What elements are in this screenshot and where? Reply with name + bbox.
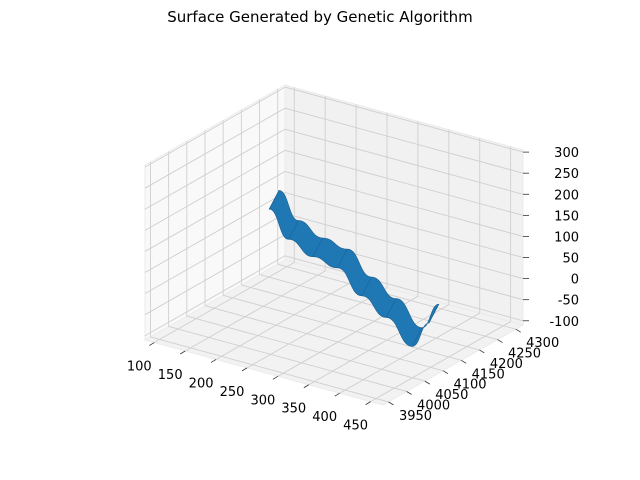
z-tick-label: 50	[562, 252, 579, 267]
x-tick-mark	[149, 342, 155, 346]
x-tick-label: 450	[343, 419, 368, 434]
y-tick-label: 4000	[417, 399, 450, 414]
surface-mesh-line	[312, 237, 324, 257]
x-tick-mark	[334, 392, 340, 397]
grid-line-z-left	[144, 171, 286, 252]
x-tick-mark	[272, 375, 279, 380]
x-tick-label: 400	[312, 410, 337, 425]
grid-line-y-floor	[168, 326, 407, 392]
z-tick-label: -100	[549, 315, 579, 330]
x-tick-label: 150	[158, 368, 183, 383]
z-tick-label: 200	[554, 188, 579, 203]
z-tick-label: -50	[558, 294, 579, 309]
surface-mesh-line	[268, 190, 280, 210]
surface-mesh-line	[337, 248, 348, 268]
grid-line-z-back	[284, 149, 524, 216]
surface-mesh-line	[385, 298, 397, 318]
grid-line-y-floor	[223, 294, 462, 361]
x-tick-mark	[210, 359, 217, 363]
z-tick-label: 250	[554, 167, 579, 182]
y-tick-mark	[515, 328, 521, 333]
grid-line-z-left	[144, 86, 286, 168]
grid-line-y-floor	[204, 305, 444, 372]
grid-line-z-back	[284, 128, 524, 195]
grid-line-y-floor	[150, 336, 389, 403]
grid-line-z-back	[284, 213, 524, 280]
x-tick-label: 200	[189, 376, 214, 391]
grid-lines	[144, 86, 524, 403]
chart-title: Surface Generated by Genetic Algorithm	[167, 8, 473, 26]
surface-band	[268, 190, 440, 347]
y-tick-label: 4150	[472, 367, 505, 382]
grid-line-z-back	[284, 86, 524, 153]
grid-line-z-back	[284, 192, 524, 258]
grid-line-z-left	[144, 255, 286, 337]
y-tick-label: 4250	[508, 347, 541, 362]
grid-line-z-left	[144, 128, 286, 210]
x-tick-label: 300	[250, 393, 275, 408]
z-tick-label: 300	[554, 146, 579, 161]
y-tick-label: 4050	[435, 388, 468, 403]
grid-line-z-left	[144, 213, 286, 295]
grid-line-z-left	[144, 107, 286, 189]
grid-line-y-floor	[277, 263, 516, 330]
y-tick-mark	[479, 349, 485, 354]
x-tick-label: 250	[220, 385, 245, 400]
y-tick-mark	[424, 380, 431, 385]
y-tick-mark	[497, 339, 503, 343]
y-tick-mark	[460, 359, 467, 364]
x-tick-mark	[241, 367, 248, 372]
grid-line-z-back	[284, 255, 524, 322]
surface-mesh-line	[412, 327, 423, 347]
grid-line-y-floor	[186, 315, 425, 382]
y-tick-mark	[406, 391, 412, 395]
x-tick-mark	[303, 384, 310, 389]
y-tick-label: 4200	[490, 357, 523, 372]
y-tick-label: 4300	[526, 336, 559, 351]
y-tick-label: 3950	[399, 409, 432, 424]
z-tick-label: 150	[554, 209, 579, 224]
grid-line-z-left	[144, 234, 286, 316]
y-tick-mark	[442, 370, 449, 375]
surface	[268, 190, 440, 347]
x-tick-mark	[365, 401, 371, 405]
axis-ticks: 100 150 200 250 300 350 400 450 3950400040504100…	[127, 146, 579, 434]
y-tick-label: 4100	[453, 378, 486, 393]
y-tick-mark	[388, 401, 394, 406]
x-tick-label: 100	[127, 360, 152, 375]
grid-line-z-back	[284, 171, 524, 237]
x-tick-mark	[179, 350, 186, 355]
grid-line-z-back	[284, 107, 524, 174]
z-tick-label: 100	[554, 230, 579, 245]
x-tick-label: 350	[281, 402, 306, 417]
z-tick-label: 0	[571, 273, 579, 288]
grid-line-z-left	[144, 149, 286, 231]
surface-mesh-line	[428, 304, 440, 324]
surface-mesh-line	[361, 276, 372, 296]
grid-line-z-left	[144, 192, 286, 273]
grid-line-y-floor	[241, 284, 480, 351]
surface-mesh-line	[288, 220, 299, 240]
